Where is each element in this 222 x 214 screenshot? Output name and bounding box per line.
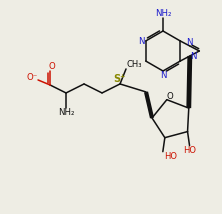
Text: N: N <box>186 37 193 46</box>
Text: O⁻: O⁻ <box>26 73 38 82</box>
Text: O: O <box>49 62 56 71</box>
Text: HO: HO <box>183 146 196 155</box>
Text: O: O <box>166 92 173 101</box>
Text: CH₃: CH₃ <box>126 60 142 70</box>
Text: N: N <box>139 37 145 46</box>
Text: N: N <box>190 52 197 61</box>
Text: NH₂: NH₂ <box>155 9 171 18</box>
Text: NH₂: NH₂ <box>58 108 74 117</box>
Text: N: N <box>160 70 166 79</box>
Text: S⁺: S⁺ <box>113 74 125 84</box>
Text: HO: HO <box>164 152 177 161</box>
